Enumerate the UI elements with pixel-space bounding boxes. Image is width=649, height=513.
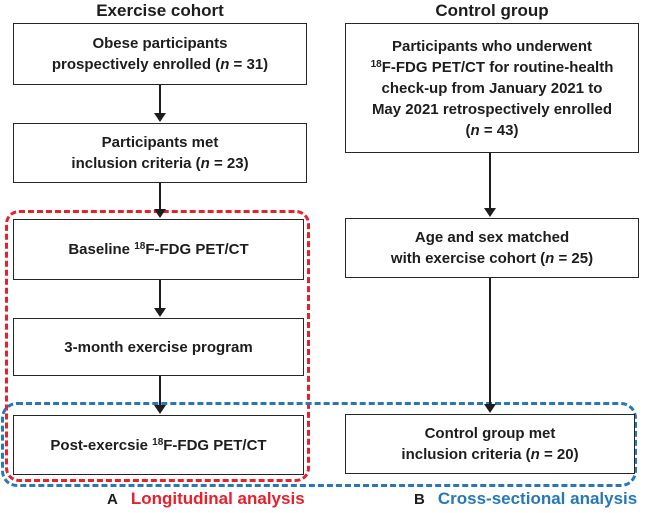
arrow-down-icon [484, 153, 496, 217]
exercise-cohort-title: Exercise cohort [96, 1, 224, 20]
box-text-line: inclusion criteria (n = 23) [71, 155, 249, 172]
box-text-line: Age and sex matched [414, 229, 570, 246]
longitudinal-analysis-label: Longitudinal analysis [130, 489, 305, 508]
arrow-shaft [159, 183, 161, 209]
box-post-exercise-pet-ct: Post-exercsie 18F-FDG PET/CT [13, 415, 304, 475]
arrow-head-icon [484, 208, 496, 217]
arrow-down-icon [154, 280, 166, 317]
box-text-line: Obese participants [92, 35, 228, 52]
box-age-sex-matched: Age and sex matched with exercise cohort … [345, 218, 639, 278]
box-text-line: prospectively enrolled (n = 31) [51, 56, 269, 73]
arrow-down-icon [154, 85, 166, 122]
box-obese-participants-enrolled: Obese participants prospectively enrolled… [13, 23, 307, 85]
box-text-line: 3-month exercise program [64, 338, 253, 356]
arrow-down-icon [154, 376, 166, 414]
box-text-line: Post-exercsie 18F-FDG PET/CT [50, 436, 267, 454]
box-control-participants-enrolled: Participants who underwent 18F-FDG PET/CT… [345, 23, 639, 153]
arrow-shaft [159, 85, 161, 113]
panel-a-label: A Longitudinal analysis [107, 489, 305, 509]
arrow-down-icon [154, 183, 166, 218]
arrow-down-icon [484, 278, 496, 413]
box-text-line: Control group met [424, 425, 556, 442]
arrow-shaft [489, 278, 491, 404]
arrow-shaft [159, 376, 161, 405]
arrow-head-icon [154, 113, 166, 122]
panel-b-letter: B [414, 491, 425, 508]
arrow-head-icon [154, 405, 166, 414]
arrow-shaft [159, 280, 161, 308]
box-participants-met-inclusion: Participants met inclusion criteria (n = … [13, 123, 307, 183]
box-text-line: May 2021 retrospectively enrolled [371, 100, 613, 118]
arrow-head-icon [154, 209, 166, 218]
cross-sectional-analysis-outline [1, 402, 637, 487]
arrow-head-icon [154, 308, 166, 317]
box-text-line: with exercise cohort (n = 25) [390, 250, 594, 267]
box-text-line: (n = 43) [465, 121, 519, 139]
box-text-line: 18F-FDG PET/CT for routine-health [370, 58, 614, 76]
box-exercise-program: 3-month exercise program [13, 318, 304, 376]
panel-b-label: B Cross-sectional analysis [414, 489, 637, 509]
box-text-line: Baseline 18F-FDG PET/CT [68, 241, 249, 258]
control-group-title: Control group [435, 1, 549, 20]
arrow-head-icon [484, 404, 496, 413]
box-text-line: inclusion criteria (n = 20) [401, 446, 579, 463]
box-baseline-pet-ct: Baseline 18F-FDG PET/CT [13, 219, 304, 280]
box-text-line: Participants who underwent [391, 37, 593, 55]
cross-sectional-analysis-label: Cross-sectional analysis [437, 489, 638, 508]
box-text-line: Participants met [101, 134, 219, 151]
panel-a-letter: A [107, 491, 118, 508]
box-text-line: check-up from January 2021 to [381, 79, 603, 97]
arrow-shaft [489, 153, 491, 208]
box-control-met-inclusion: Control group met inclusion criteria (n =… [345, 414, 635, 474]
